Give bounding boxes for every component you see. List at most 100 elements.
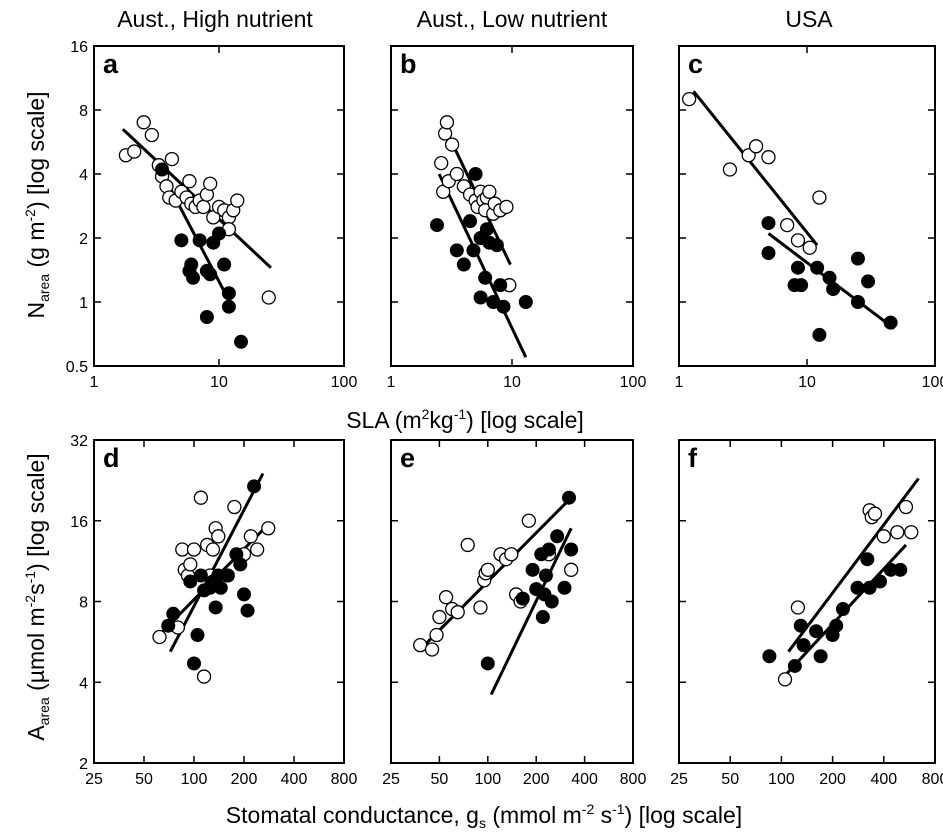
x-tick-label: 50 — [721, 771, 739, 788]
open-data-point — [196, 669, 212, 684]
filled-data-point — [812, 327, 827, 342]
x-tick-label: 200 — [523, 771, 550, 788]
filled-data-point — [496, 299, 511, 314]
y-tick-label: 8 — [79, 595, 88, 612]
filled-data-point — [161, 618, 176, 633]
filled-data-point — [835, 602, 850, 617]
open-data-point — [780, 217, 795, 233]
filled-data-point — [212, 226, 226, 241]
open-data-point — [183, 557, 198, 572]
open-data-point — [438, 590, 454, 605]
filled-data-point — [208, 600, 223, 615]
filled-data-point — [217, 257, 232, 272]
panel-f: f 25 50 100 200 400 800 — [670, 439, 943, 788]
regression-line — [692, 90, 819, 247]
panel-frame — [390, 439, 634, 764]
open-data-point — [164, 151, 180, 167]
filled-data-point — [790, 260, 805, 275]
open-data-point — [227, 499, 242, 515]
x-tick-label: 100 — [620, 374, 647, 391]
x-tick-label: 1 — [675, 374, 684, 391]
filled-data-point — [761, 246, 776, 261]
filled-data-point — [240, 603, 255, 618]
open-data-point — [243, 529, 259, 544]
top-row-x-axis-title: SLA (m2kg-1) [log scale] — [346, 406, 584, 433]
y-tick-label: 4 — [79, 675, 88, 692]
filled-data-point — [190, 628, 205, 643]
open-data-point — [777, 672, 793, 687]
filled-data-point — [155, 162, 170, 177]
open-data-point — [261, 290, 276, 305]
panels-group: a1101000.5124816b110100c110100d255010020… — [66, 39, 943, 788]
filled-data-point — [515, 591, 530, 606]
x-tick-label: 50 — [431, 771, 449, 788]
x-tick-label: 10 — [798, 374, 816, 391]
y-tick-label: 16 — [70, 39, 88, 56]
x-tick-label: 25 — [670, 771, 688, 788]
filled-data-point — [862, 580, 877, 595]
open-data-point — [250, 542, 265, 557]
filled-data-point — [187, 656, 201, 671]
open-data-point — [722, 162, 738, 177]
bottom-row-y-axis-title: Aarea (µmol m-2s-1) [log scale] — [22, 453, 52, 740]
filled-data-point — [203, 267, 218, 282]
open-data-point — [429, 627, 444, 643]
panel-letter: c — [688, 49, 703, 79]
filled-data-point — [192, 233, 207, 248]
filled-data-point — [525, 562, 540, 577]
filled-data-point — [184, 257, 199, 272]
panel-letter: a — [103, 49, 119, 79]
panel-e: e 25 50 100 200 400 800 — [382, 439, 646, 788]
filled-data-point — [883, 315, 898, 330]
open-data-point — [482, 184, 497, 199]
filled-data-point — [489, 238, 504, 253]
open-data-point — [812, 190, 827, 205]
open-data-point — [424, 642, 440, 657]
open-data-point — [480, 562, 495, 577]
open-data-point — [144, 127, 159, 143]
y-tick-label: 0.5 — [66, 359, 88, 376]
x-tick-label: 25 — [85, 771, 103, 788]
filled-data-point — [793, 618, 808, 633]
open-data-point — [261, 521, 276, 536]
open-data-point — [186, 542, 202, 557]
x-tick-label: 400 — [281, 771, 308, 788]
regression-line — [787, 477, 920, 653]
y-tick-label: 8 — [79, 103, 88, 120]
filled-data-point — [538, 568, 553, 583]
filled-data-point — [237, 587, 251, 602]
x-tick-label: 25 — [382, 771, 400, 788]
open-data-point — [230, 193, 245, 208]
y-tick-label: 16 — [70, 514, 88, 531]
open-data-point — [432, 609, 447, 625]
y-tick-label: 2 — [79, 231, 88, 248]
filled-data-point — [813, 649, 828, 664]
filled-data-point — [557, 580, 572, 595]
open-data-point — [748, 139, 764, 154]
filled-data-point — [541, 542, 556, 557]
open-data-point — [802, 240, 817, 255]
open-data-point — [460, 537, 475, 553]
regression-line — [437, 173, 528, 358]
filled-data-point — [174, 233, 189, 248]
filled-data-point — [562, 490, 577, 505]
open-data-point — [790, 600, 806, 615]
filled-data-point — [810, 260, 825, 275]
open-data-point — [761, 150, 776, 165]
open-data-point — [681, 91, 697, 107]
x-tick-label: 100 — [922, 374, 943, 391]
filled-data-point — [247, 479, 262, 494]
panel-letter: f — [688, 443, 698, 473]
filled-data-point — [794, 278, 809, 293]
x-tick-label: 200 — [819, 771, 846, 788]
filled-data-point — [829, 618, 844, 633]
panel-frame — [678, 45, 936, 367]
open-data-point — [890, 525, 905, 540]
x-tick-label: 100 — [474, 771, 501, 788]
filled-data-point — [809, 624, 824, 639]
regression-line — [168, 472, 265, 653]
filled-data-point — [478, 270, 493, 285]
x-tick-label: 10 — [210, 374, 228, 391]
filled-data-point — [221, 286, 236, 301]
filled-data-point — [220, 568, 235, 583]
